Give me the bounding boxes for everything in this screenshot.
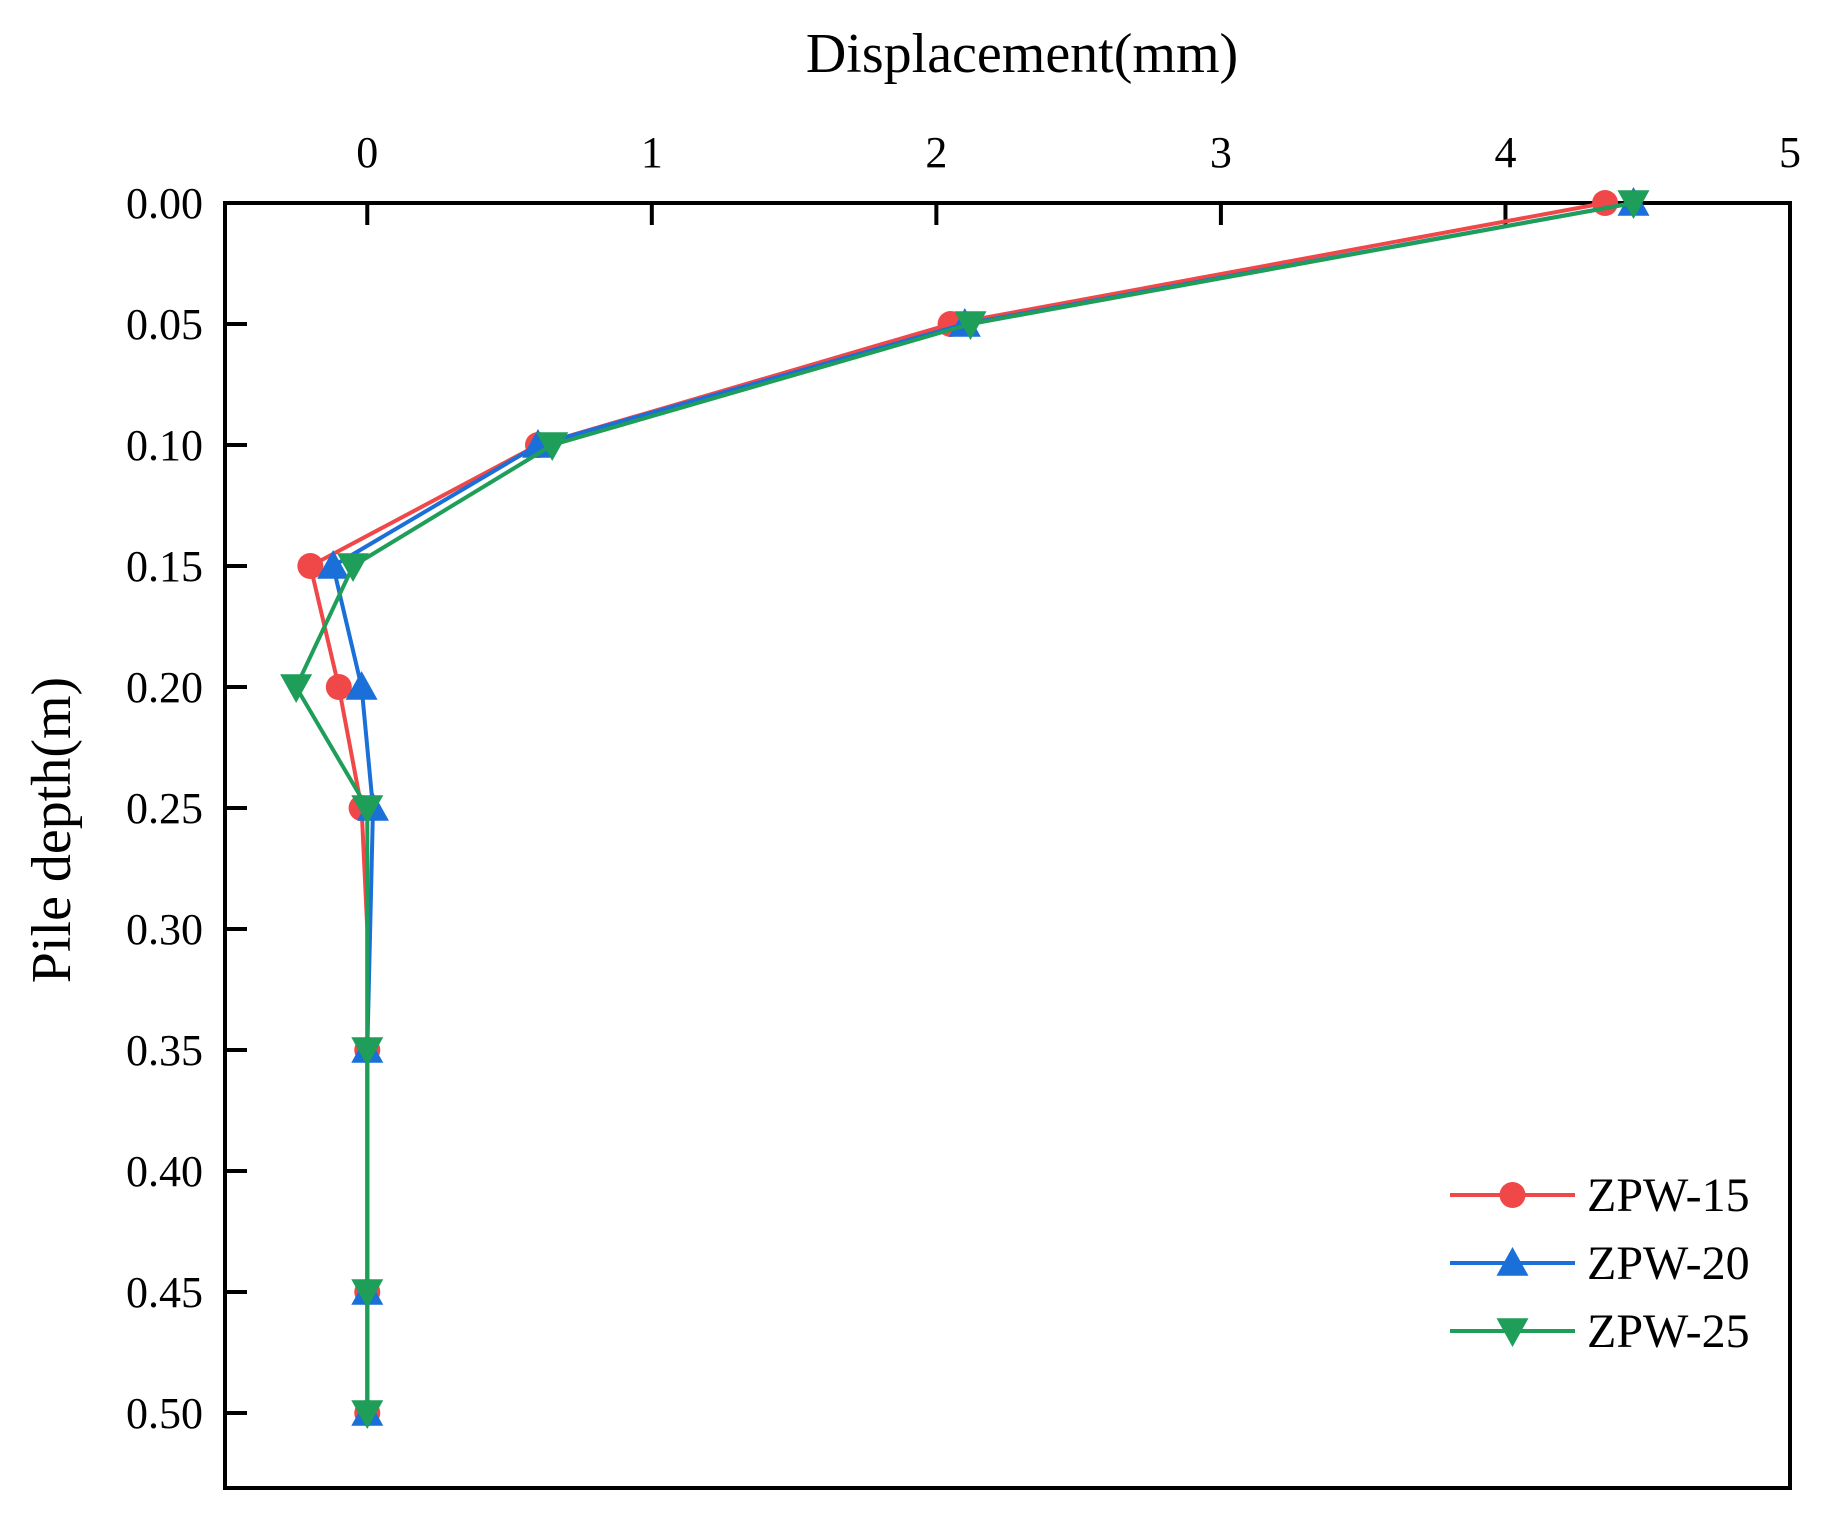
x-tick-label: 2 [925,128,947,177]
legend-label: ZPW-25 [1587,1305,1750,1358]
x-axis-title: Displacement(mm) [806,23,1238,85]
legend-item: ZPW-20 [1450,1237,1750,1290]
legend-marker [1496,1318,1529,1347]
y-tick-label: 0.15 [126,542,203,591]
y-tick-label: 0.20 [126,663,203,712]
y-tick-label: 0.10 [126,421,203,470]
data-point [325,674,352,700]
plot-border [223,201,1792,1490]
y-tick-label: 0.45 [126,1268,203,1317]
y-tick-label: 0.25 [126,784,203,833]
y-axis: 0.00 0.05 0.10 0.15 0.20 0.25 0.30 0.35 0.40 0.45… [126,179,247,1438]
series-line [331,201,1634,1413]
data-point [351,795,384,824]
data-point [954,311,987,340]
x-axis: 0 1 2 3 4 5 [356,128,1801,225]
legend-item: ZPW-25 [1450,1305,1750,1358]
data-point [351,1279,384,1308]
x-tick-label: 5 [1779,128,1801,177]
y-tick-label: 0.40 [126,1147,203,1196]
series-layer [280,187,1650,1429]
data-point [1617,190,1650,219]
x-tick-label: 3 [1210,128,1232,177]
legend-marker [1496,1247,1529,1276]
data-point [317,550,350,579]
series-line [308,201,1606,1413]
legend-label: ZPW-20 [1587,1237,1750,1290]
legend-item: ZPW-15 [1450,1169,1750,1222]
data-point [280,674,313,703]
data-point [297,553,324,579]
y-tick-label: 0.35 [126,1026,203,1075]
legend-label: ZPW-15 [1587,1169,1750,1222]
y-tick-label: 0.50 [126,1389,203,1438]
x-tick-label: 0 [356,128,378,177]
data-point [351,1037,384,1066]
y-tick-label: 0.00 [126,179,203,228]
y-tick-label: 0.30 [126,905,203,954]
data-point [345,671,378,700]
x-tick-label: 4 [1494,128,1516,177]
plot-frame [223,201,1792,1490]
series-zpw-25 [280,190,1650,1429]
data-point [337,553,370,582]
legend: ZPW-15 ZPW-20 ZPW-25 [1450,1169,1750,1358]
data-point [351,1400,384,1429]
x-tick-label: 1 [641,128,663,177]
legend-marker [1499,1182,1526,1208]
series-zpw-15 [297,190,1619,1426]
data-point [536,432,569,461]
series-zpw-20 [317,187,1650,1426]
data-point [1592,190,1619,216]
y-axis-title: Pile depth(m) [21,677,83,983]
y-tick-label: 0.05 [126,300,203,349]
series-line [294,201,1634,1413]
